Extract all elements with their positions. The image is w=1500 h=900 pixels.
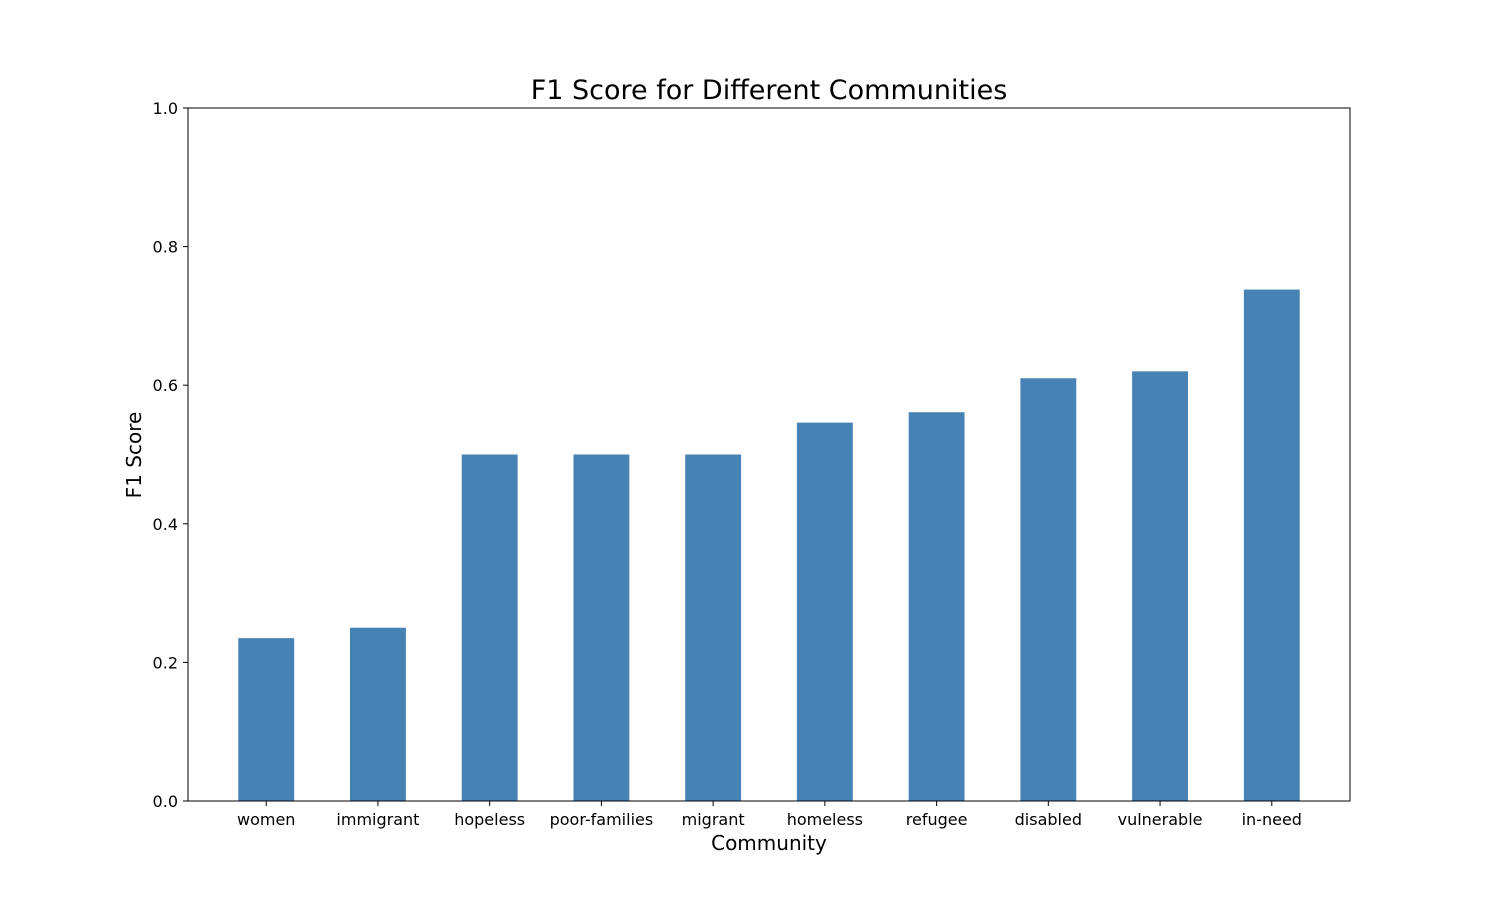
chart-title: F1 Score for Different Communities [531, 75, 1008, 106]
x-axis-label: Community [711, 831, 827, 855]
bar-refugee [908, 412, 965, 801]
x-tick-label: homeless [787, 810, 863, 829]
y-tick-label: 0.0 [153, 792, 178, 811]
bar-disabled [1020, 378, 1077, 801]
plot-frame [187, 107, 1351, 802]
x-tick-label: immigrant [336, 810, 419, 829]
bars-group [238, 289, 1300, 801]
bar-migrant [685, 454, 742, 801]
x-tick-label: vulnerable [1118, 810, 1203, 829]
y-tick-label: 0.4 [153, 515, 178, 534]
x-tick-label: women [237, 810, 295, 829]
bar-poor-families [573, 454, 630, 801]
y-tick-label: 0.8 [153, 238, 178, 257]
bar-women [238, 638, 295, 801]
x-axis: women immigrant hopeless poor-families migra… [237, 801, 1302, 829]
y-axis-label: F1 Score [122, 412, 146, 499]
y-tick-label: 0.2 [153, 653, 178, 672]
y-tick-label: 1.0 [153, 99, 178, 118]
bar-immigrant [350, 627, 406, 801]
bar-homeless [796, 422, 853, 801]
x-tick-label: hopeless [454, 810, 525, 829]
x-tick-label: refugee [906, 810, 968, 829]
x-tick-label: in-need [1242, 810, 1302, 829]
bar-vulnerable [1132, 371, 1188, 801]
x-tick-label: disabled [1015, 810, 1082, 829]
y-tick-label: 0.6 [153, 376, 178, 395]
x-tick-label: poor-families [550, 810, 654, 829]
x-tick-label: migrant [682, 810, 745, 829]
bar-hopeless [461, 454, 518, 801]
bar-in-need [1243, 289, 1300, 801]
y-axis: 0.0 0.2 0.4 0.6 0.8 1.0 [153, 99, 188, 811]
